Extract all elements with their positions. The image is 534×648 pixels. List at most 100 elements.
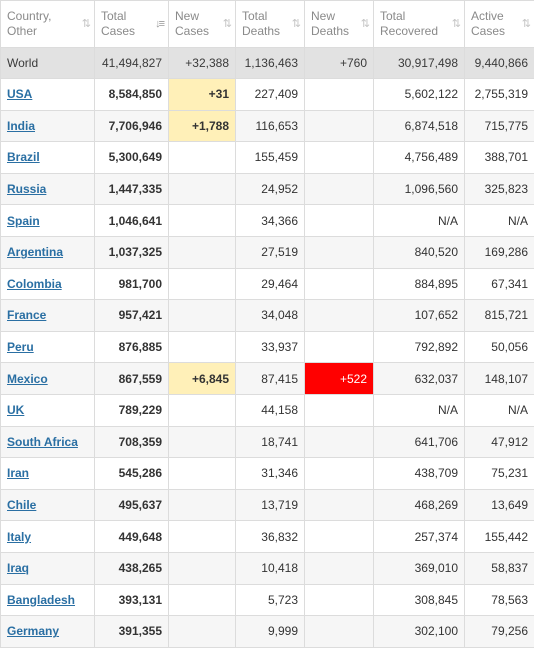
total-cases-cell: 438,265	[95, 552, 169, 584]
total-deaths-cell: 36,832	[236, 521, 305, 553]
total-recovered-cell: 107,652	[374, 300, 465, 332]
country-link[interactable]: Mexico	[7, 372, 48, 386]
sort-icon[interactable]: ⇅	[361, 17, 368, 32]
active-cases-cell: 148,107	[465, 363, 534, 395]
new-cases-cell	[169, 142, 236, 174]
total-recovered-cell: 792,892	[374, 331, 465, 363]
new-cases-cell	[169, 268, 236, 300]
sort-icon[interactable]: ⇅	[292, 17, 299, 32]
country-link[interactable]: South Africa	[7, 435, 78, 449]
new-cases-cell	[169, 331, 236, 363]
total-deaths-cell: 44,158	[236, 394, 305, 426]
country-cell: Italy	[1, 521, 95, 553]
new-deaths-cell: +522	[305, 363, 374, 395]
country-cell: Peru	[1, 331, 95, 363]
total-deaths-cell: 87,415	[236, 363, 305, 395]
new-deaths-cell	[305, 331, 374, 363]
country-link[interactable]: France	[7, 308, 46, 322]
country-link[interactable]: USA	[7, 87, 32, 101]
country-link[interactable]: Peru	[7, 340, 34, 354]
country-link[interactable]: Russia	[7, 182, 46, 196]
total-deaths-cell: 116,653	[236, 110, 305, 142]
country-link[interactable]: Brazil	[7, 150, 40, 164]
total-cases-cell: 789,229	[95, 394, 169, 426]
active-cases-cell: N/A	[465, 205, 534, 237]
sort-icon[interactable]: ⇅	[522, 17, 529, 32]
new-deaths-cell	[305, 268, 374, 300]
active-cases-cell: 58,837	[465, 552, 534, 584]
sort-icon[interactable]: ⇅	[82, 17, 89, 32]
new-cases-cell: +31	[169, 79, 236, 111]
country-link[interactable]: Iran	[7, 466, 29, 480]
total-recovered-cell: 840,520	[374, 236, 465, 268]
new-deaths-cell	[305, 552, 374, 584]
new-deaths-cell	[305, 300, 374, 332]
total-cases-cell: 1,447,335	[95, 173, 169, 205]
country-link[interactable]: India	[7, 119, 35, 133]
country-cell: France	[1, 300, 95, 332]
new-cases-cell	[169, 426, 236, 458]
total-recovered-cell: 438,709	[374, 458, 465, 490]
total-cases-cell: 1,046,641	[95, 205, 169, 237]
new-deaths-cell	[305, 205, 374, 237]
active-cases-cell: 13,649	[465, 489, 534, 521]
new-deaths-cell	[305, 426, 374, 458]
active-cases-cell: 9,440,866	[465, 48, 534, 79]
country-link[interactable]: Argentina	[7, 245, 63, 259]
active-cases-cell: 2,755,319	[465, 79, 534, 111]
new-deaths-cell	[305, 236, 374, 268]
active-cases-cell: 388,701	[465, 142, 534, 174]
sort-icon[interactable]: ⇅	[452, 17, 459, 32]
total-cases-cell: 495,637	[95, 489, 169, 521]
new-deaths-cell	[305, 173, 374, 205]
new-deaths-cell	[305, 489, 374, 521]
total-deaths-cell: 33,937	[236, 331, 305, 363]
total-deaths-cell: 227,409	[236, 79, 305, 111]
total-cases-cell: 876,885	[95, 331, 169, 363]
total-recovered-cell: 468,269	[374, 489, 465, 521]
country-link[interactable]: Bangladesh	[7, 593, 75, 607]
active-cases-cell: 325,823	[465, 173, 534, 205]
new-deaths-cell	[305, 142, 374, 174]
new-deaths-cell	[305, 110, 374, 142]
sort-desc-icon[interactable]: ↓≡	[155, 17, 163, 32]
total-recovered-cell: 632,037	[374, 363, 465, 395]
sort-icon[interactable]: ⇅	[223, 17, 230, 32]
country-cell: Iraq	[1, 552, 95, 584]
country-link[interactable]: UK	[7, 403, 24, 417]
total-deaths-cell: 34,048	[236, 300, 305, 332]
active-cases-cell: 75,231	[465, 458, 534, 490]
country-cell: Bangladesh	[1, 584, 95, 616]
country-link[interactable]: Iraq	[7, 561, 29, 575]
new-cases-cell	[169, 394, 236, 426]
country-cell: Iran	[1, 458, 95, 490]
country-link[interactable]: Spain	[7, 214, 40, 228]
country-link[interactable]: Germany	[7, 624, 59, 638]
country-link[interactable]: Chile	[7, 498, 36, 512]
country-link[interactable]: Colombia	[7, 277, 62, 291]
country-link[interactable]: Italy	[7, 530, 31, 544]
total-cases-cell: 708,359	[95, 426, 169, 458]
total-cases-cell: 5,300,649	[95, 142, 169, 174]
col-header-country[interactable]: Country,Other⇅	[1, 1, 95, 48]
active-cases-cell: 169,286	[465, 236, 534, 268]
